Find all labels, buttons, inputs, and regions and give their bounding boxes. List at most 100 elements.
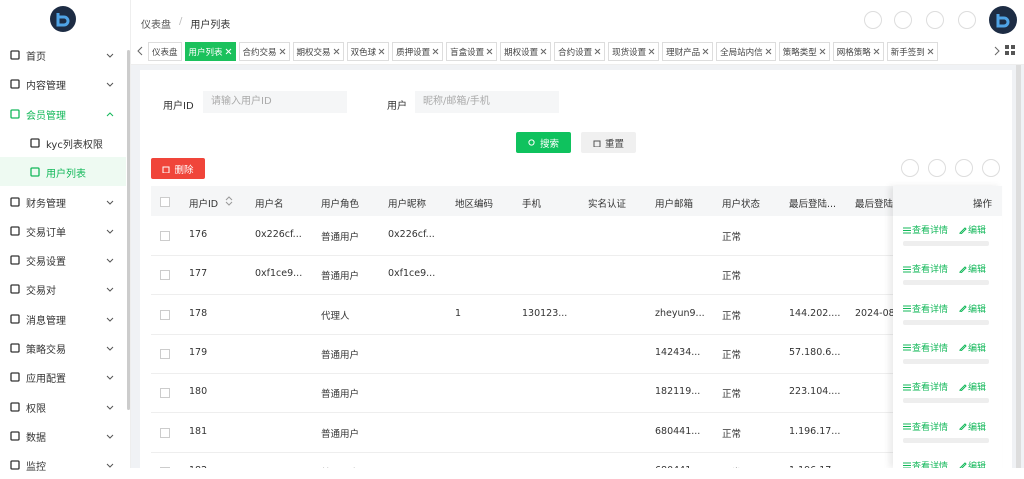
table-cell: 179 xyxy=(189,346,208,358)
menu-item[interactable]: 用户列表 xyxy=(0,157,126,187)
reset-button[interactable]: 重置 xyxy=(581,132,636,153)
tab[interactable]: 理财产品 xyxy=(662,42,714,61)
checkbox[interactable] xyxy=(160,231,170,241)
column-settings-icon[interactable] xyxy=(982,159,1000,177)
tab-label: 合约交易 xyxy=(242,47,277,58)
view-detail-link[interactable]: 查看详情 xyxy=(903,459,948,468)
separator: / xyxy=(179,16,183,27)
checkbox[interactable] xyxy=(160,388,170,399)
menu-item[interactable]: 数据 xyxy=(0,421,126,450)
menu-item[interactable]: 应用配置 xyxy=(0,362,126,391)
tab-close xyxy=(432,48,439,55)
tab[interactable]: 全局站内信 xyxy=(716,42,776,61)
edit-link[interactable]: 编辑 xyxy=(959,420,986,433)
table-cell: 1.196.17... xyxy=(789,425,841,437)
column-header: 用户名 xyxy=(255,199,284,210)
search-icon[interactable] xyxy=(864,11,882,29)
tab[interactable]: 期权交易 xyxy=(292,42,344,61)
button-label: 删除 xyxy=(174,164,194,176)
checkbox[interactable] xyxy=(160,348,170,359)
tab[interactable]: 仪表盘 xyxy=(148,42,182,61)
user-input[interactable]: 昵称/邮箱/手机 xyxy=(415,91,559,113)
menu-icon xyxy=(10,196,20,207)
menu-item[interactable]: 策略交易 xyxy=(0,333,126,362)
view-detail-link[interactable]: 查看详情 xyxy=(903,380,948,393)
tab-label: 期权交易 xyxy=(296,47,331,58)
fullscreen-icon[interactable] xyxy=(894,11,912,29)
edit-icon xyxy=(959,226,967,234)
table-cell: 57.180.6... xyxy=(789,346,841,358)
tab[interactable]: 用户列表 xyxy=(184,42,236,61)
checkbox[interactable] xyxy=(160,309,170,320)
edit-link[interactable]: 编辑 xyxy=(959,341,986,354)
view-detail-link[interactable]: 查看详情 xyxy=(903,302,948,315)
column-header: 用户状态 xyxy=(722,199,761,210)
table-header xyxy=(151,186,1002,216)
print-icon[interactable] xyxy=(955,159,973,177)
edit-link[interactable]: 编辑 xyxy=(959,223,986,236)
menu-item[interactable]: 内容管理 xyxy=(0,69,126,98)
edit-link[interactable]: 编辑 xyxy=(959,459,986,468)
checkbox[interactable] xyxy=(160,270,170,281)
table-cell: 182 xyxy=(189,465,207,468)
menu-item[interactable]: 消息管理 xyxy=(0,304,126,333)
scrollbar xyxy=(127,50,130,410)
menu-label: 策略交易 xyxy=(26,345,66,356)
menu-item[interactable]: 财务管理 xyxy=(0,187,126,216)
tab[interactable]: 合约交易 xyxy=(238,42,290,61)
tab[interactable]: 双色球 xyxy=(346,42,390,61)
menu-item[interactable]: 会员管理 xyxy=(0,99,126,128)
edit-link[interactable]: 编辑 xyxy=(959,380,986,393)
menu-arrow xyxy=(106,288,114,293)
cell-scrollbar xyxy=(903,398,989,404)
logo xyxy=(50,6,76,32)
edit-link[interactable]: 编辑 xyxy=(959,302,986,315)
delete-button[interactable]: 删除 xyxy=(151,158,205,179)
tab[interactable]: 质押设置 xyxy=(392,42,444,61)
tab[interactable]: 盲盒设置 xyxy=(446,42,498,61)
action-label: 编辑 xyxy=(968,461,987,468)
checkbox[interactable] xyxy=(160,427,170,438)
tab[interactable]: 网格策略 xyxy=(832,42,884,61)
tab[interactable]: 新手签到 xyxy=(886,42,938,61)
bell-icon[interactable] xyxy=(926,11,944,29)
menu-item[interactable]: 首页 xyxy=(0,40,126,69)
avatar[interactable] xyxy=(989,6,1017,34)
menu-item[interactable]: 交易订单 xyxy=(0,216,126,245)
edit-link[interactable]: 编辑 xyxy=(959,262,986,275)
tab-left-arrow[interactable] xyxy=(136,46,144,56)
menu-label: 权限 xyxy=(26,403,46,415)
search-button[interactable]: 搜索 xyxy=(516,132,571,153)
checkbox[interactable] xyxy=(160,197,170,207)
column-header: 用户邮箱 xyxy=(655,199,694,210)
view-detail-link[interactable]: 查看详情 xyxy=(903,223,948,236)
tab[interactable]: 策略类型 xyxy=(778,42,830,61)
view-detail-link[interactable]: 查看详情 xyxy=(903,262,948,275)
menu-item[interactable]: 交易设置 xyxy=(0,245,126,274)
menu-item[interactable]: kyc列表权限 xyxy=(0,128,126,157)
menu-item[interactable]: 权限 xyxy=(0,392,126,421)
menu-icon xyxy=(10,79,20,89)
view-detail-link[interactable]: 查看详情 xyxy=(903,341,948,354)
settings-icon[interactable] xyxy=(958,11,976,29)
search-toggle-icon[interactable] xyxy=(928,159,946,177)
cell-scrollbar xyxy=(903,437,989,443)
crumb[interactable]: 仪表盘 xyxy=(141,20,171,31)
menu-label: 应用配置 xyxy=(26,374,66,386)
tab-right-arrow[interactable] xyxy=(993,46,1001,56)
list-icon xyxy=(903,305,911,312)
tab-close xyxy=(279,48,285,55)
refresh-icon[interactable] xyxy=(901,159,919,177)
action-label: 查看详情 xyxy=(912,343,949,354)
tab[interactable]: 期权设置 xyxy=(500,42,552,61)
view-detail-link[interactable]: 查看详情 xyxy=(903,420,948,433)
tab[interactable]: 现货设置 xyxy=(608,42,660,61)
user-id-input[interactable]: 请输入用户ID xyxy=(203,91,347,113)
table-cell: 130123... xyxy=(522,307,568,319)
tab[interactable]: 合约设置 xyxy=(554,42,606,61)
tab-close xyxy=(333,48,339,55)
tab-menu-icon[interactable] xyxy=(1005,45,1016,56)
menu-item[interactable]: 监控 xyxy=(0,450,126,479)
checkbox[interactable] xyxy=(160,466,170,468)
menu-item[interactable]: 交易对 xyxy=(0,274,126,303)
